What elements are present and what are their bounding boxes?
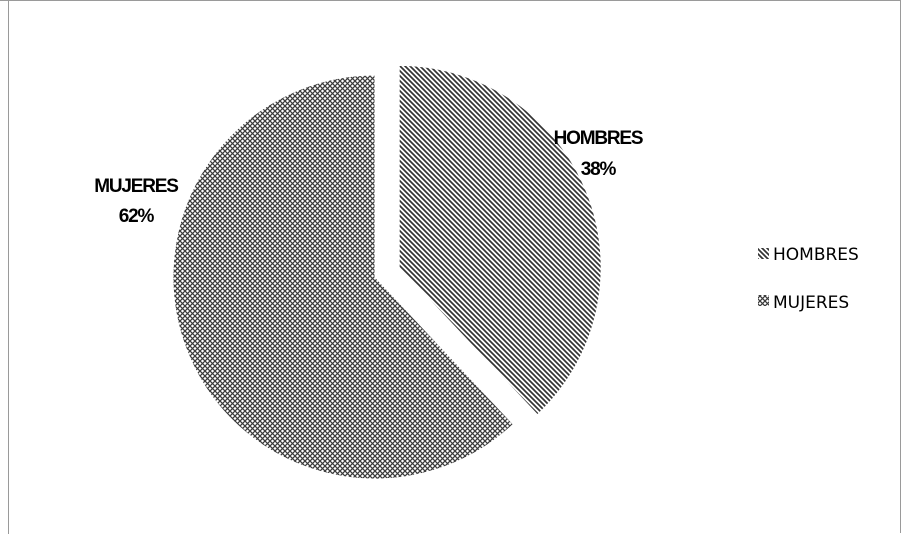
pie-slices [172, 64, 602, 480]
data-label-mujeres-percent: 62% [119, 206, 155, 227]
frame-left-border [8, 1, 9, 534]
data-label-mujeres-name: MUJERES [94, 176, 178, 197]
legend: HOMBRES MUJERES [758, 245, 859, 313]
data-label-hombres-name: HOMBRES [554, 128, 643, 149]
legend-item-hombres: HOMBRES [758, 245, 859, 265]
legend-item-mujeres: MUJERES [758, 293, 849, 313]
pie-slice-hombres [398, 64, 602, 416]
pie-slice-mujeres [172, 74, 514, 480]
legend-swatch-mujeres [758, 295, 769, 306]
legend-swatch-hombres [758, 248, 769, 259]
legend-label-hombres: HOMBRES [773, 245, 859, 265]
data-label-hombres-percent: 38% [581, 159, 617, 180]
legend-label-mujeres: MUJERES [773, 293, 849, 313]
